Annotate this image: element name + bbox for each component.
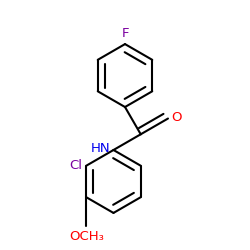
Text: F: F	[121, 27, 129, 40]
Text: Cl: Cl	[69, 159, 82, 172]
Text: HN: HN	[91, 142, 111, 156]
Text: O: O	[171, 111, 182, 124]
Text: OCH₃: OCH₃	[69, 230, 104, 242]
